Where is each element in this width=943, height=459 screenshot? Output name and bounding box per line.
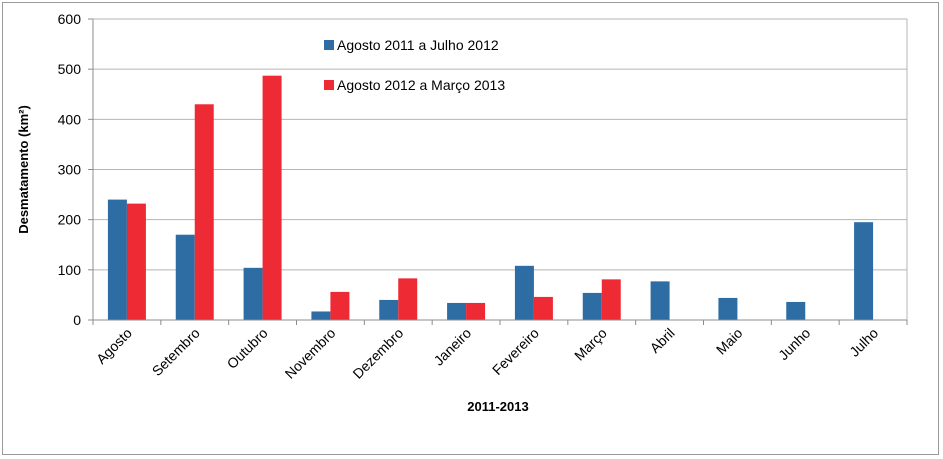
bar-series1-0 bbox=[107, 199, 127, 320]
x-tick-label: Março bbox=[571, 325, 610, 364]
bar-series2-3 bbox=[330, 291, 350, 320]
y-tick-label: 400 bbox=[58, 111, 82, 127]
x-axis-title: 2011-2013 bbox=[467, 399, 528, 414]
bars bbox=[107, 75, 874, 321]
legend-label: Agosto 2012 a Março 2013 bbox=[337, 77, 505, 93]
y-axis-title: Desmatamento (km²) bbox=[16, 105, 31, 234]
bar-series1-6 bbox=[514, 265, 534, 320]
bar-series2-0 bbox=[126, 203, 146, 320]
x-tick-label: Abril bbox=[647, 325, 678, 356]
bar-series1-9 bbox=[718, 297, 738, 320]
x-tick-labels: Agosto Setembro Outubro Novembro Dezembro Jan… bbox=[93, 325, 881, 382]
bar-series1-11 bbox=[854, 222, 874, 320]
y-tick-label: 500 bbox=[58, 61, 82, 77]
y-tick-label: 600 bbox=[58, 11, 82, 27]
y-tick-label: 0 bbox=[73, 312, 81, 328]
y-tick-label: 100 bbox=[58, 262, 82, 278]
gridlines bbox=[93, 18, 907, 271]
legend-label: Agosto 2011 a Julho 2012 bbox=[337, 37, 499, 53]
bar-series1-3 bbox=[311, 311, 331, 320]
bar-series2-2 bbox=[262, 75, 282, 321]
x-tick-label: Novembro bbox=[282, 325, 339, 382]
bar-series1-7 bbox=[582, 292, 602, 320]
bar-series1-1 bbox=[175, 234, 195, 320]
legend-swatch bbox=[324, 80, 334, 90]
bar-series1-2 bbox=[243, 267, 263, 320]
x-tick-label: Dezembro bbox=[349, 325, 406, 382]
x-tick-label: Junho bbox=[775, 325, 813, 363]
y-tick-label: 300 bbox=[58, 162, 82, 178]
x-tick-label: Julho bbox=[846, 325, 881, 360]
bar-series1-5 bbox=[447, 302, 467, 320]
x-tick-label: Outubro bbox=[224, 325, 271, 372]
x-tick-label: Fevereiro bbox=[489, 325, 542, 378]
bar-series2-5 bbox=[466, 302, 486, 320]
bar-series2-6 bbox=[533, 296, 553, 320]
x-tick-label: Agosto bbox=[93, 325, 135, 367]
bar-series1-10 bbox=[786, 301, 806, 320]
y-tick-labels: 0 100 200 300 400 500 600 bbox=[58, 11, 82, 328]
axes bbox=[88, 18, 908, 325]
bar-series2-4 bbox=[398, 278, 418, 320]
bar-series1-8 bbox=[650, 281, 670, 320]
legend: Agosto 2011 a Julho 2012 Agosto 2012 a Ma… bbox=[324, 37, 505, 93]
x-tick-label: Setembro bbox=[149, 325, 203, 379]
y-tick-label: 200 bbox=[58, 212, 82, 228]
x-tick-label: Janeiro bbox=[430, 325, 474, 369]
legend-swatch bbox=[324, 40, 334, 50]
bar-series2-1 bbox=[194, 104, 214, 321]
bar-series2-7 bbox=[601, 279, 621, 320]
bar-series1-4 bbox=[379, 299, 399, 320]
x-tick-label: Maio bbox=[713, 325, 746, 358]
